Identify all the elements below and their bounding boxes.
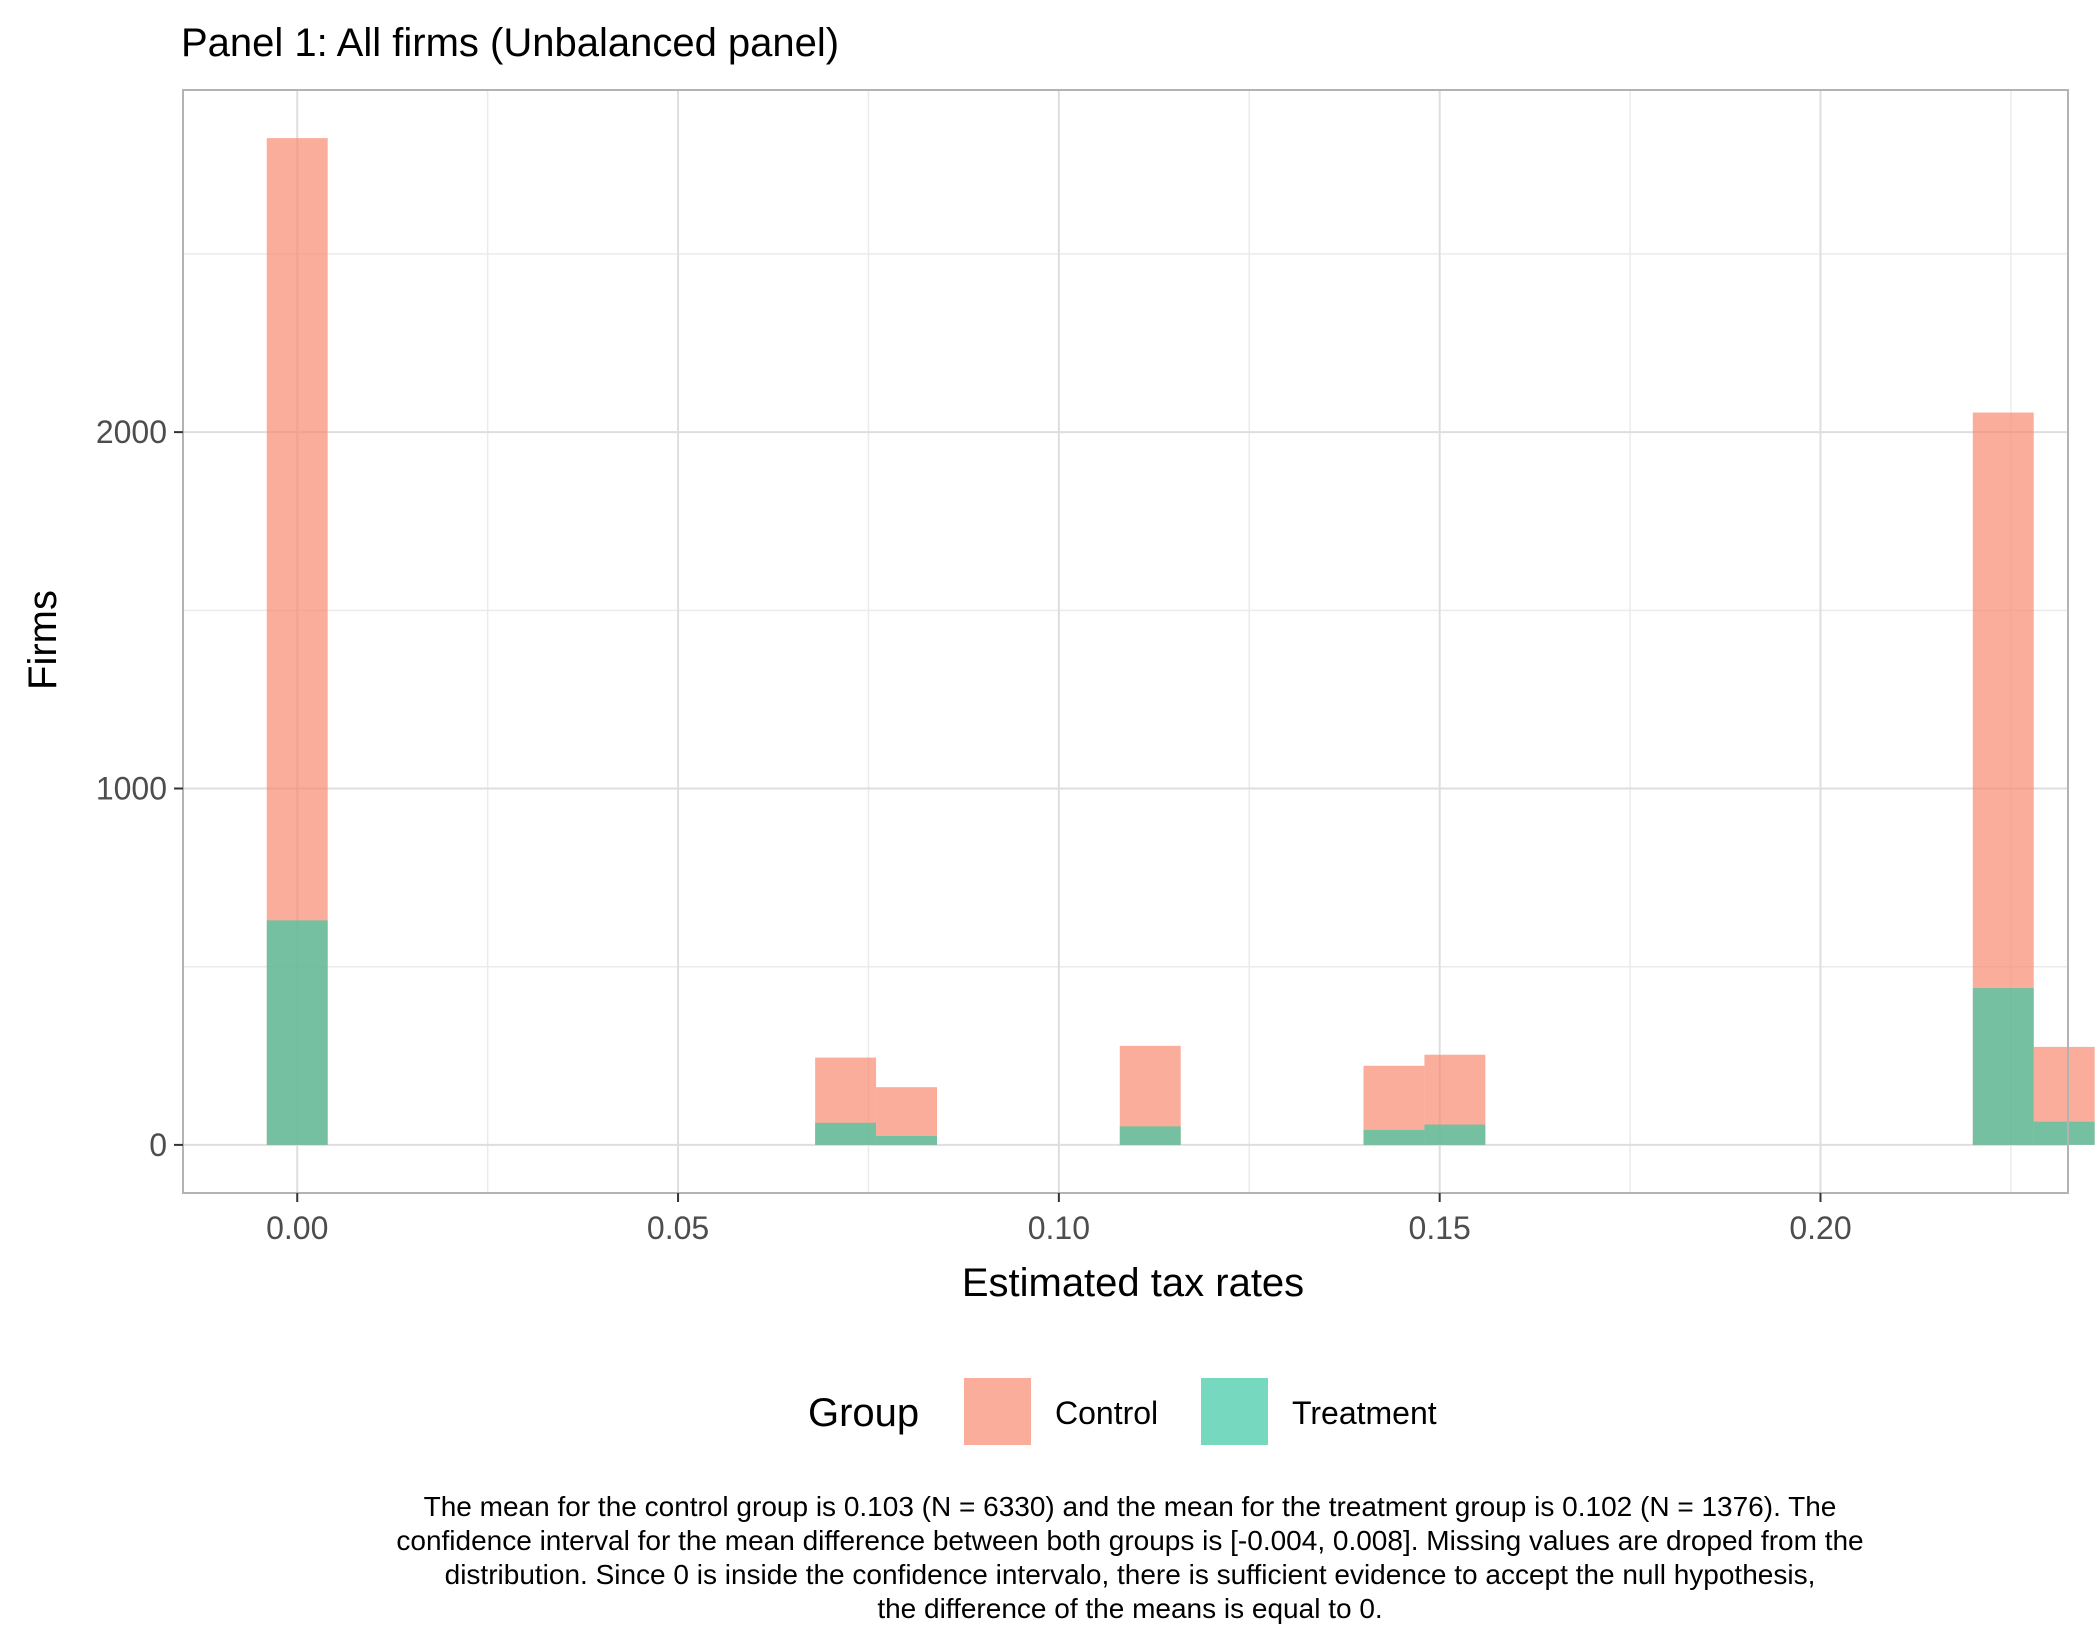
y-tick-label: 0	[149, 1127, 167, 1163]
bar-treatment	[1972, 988, 2034, 1145]
bars	[266, 138, 2095, 1145]
bar-treatment	[1424, 1124, 1486, 1145]
grid	[183, 90, 2068, 1193]
y-axis-title: Firms	[21, 590, 65, 690]
caption-line: distribution. Since 0 is inside the conf…	[444, 1559, 1816, 1590]
bar-treatment	[815, 1122, 877, 1145]
y-tick-label: 2000	[96, 414, 167, 450]
bar-control	[876, 1087, 937, 1145]
y-tick-label: 1000	[96, 771, 167, 807]
x-tick-label: 0.00	[266, 1210, 328, 1246]
legend-label-treatment: Treatment	[1292, 1395, 1437, 1431]
legend-swatch-treatment	[1201, 1378, 1268, 1445]
legend: Group Control Treatment	[808, 1378, 1437, 1445]
caption-line: the difference of the means is equal to …	[877, 1593, 1383, 1624]
legend-title: Group	[808, 1391, 919, 1435]
bar-treatment	[1363, 1129, 1425, 1145]
bar-treatment	[876, 1135, 937, 1145]
caption-line: The mean for the control group is 0.103 …	[423, 1491, 1837, 1522]
bar-treatment	[1119, 1126, 1181, 1145]
chart-caption: The mean for the control group is 0.103 …	[230, 1490, 2030, 1626]
x-tick-label: 0.20	[1789, 1210, 1851, 1246]
caption-line: confidence interval for the mean differe…	[396, 1525, 1864, 1556]
x-tick-label: 0.15	[1409, 1210, 1471, 1246]
plot-panel-border	[182, 89, 2069, 1194]
x-tick-label: 0.10	[1028, 1210, 1090, 1246]
chart-title: Panel 1: All firms (Unbalanced panel)	[181, 21, 839, 65]
bar-treatment	[266, 920, 328, 1145]
bar-treatment	[2033, 1121, 2095, 1145]
y-axis-ticks: 0 1000 2000	[96, 414, 183, 1163]
x-tick-label: 0.05	[647, 1210, 709, 1246]
legend-swatch-control	[964, 1378, 1031, 1445]
legend-label-control: Control	[1055, 1395, 1158, 1431]
x-axis-title: Estimated tax rates	[962, 1261, 1304, 1305]
x-axis-ticks: 0.00 0.05 0.10 0.15 0.20	[266, 1193, 1852, 1246]
